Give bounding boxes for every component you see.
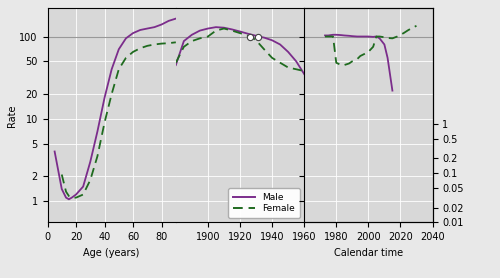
X-axis label: Age (years): Age (years) bbox=[84, 248, 140, 258]
Y-axis label: Rate: Rate bbox=[6, 104, 16, 126]
X-axis label: Calendar time: Calendar time bbox=[334, 248, 403, 258]
Legend: Male, Female: Male, Female bbox=[228, 188, 300, 218]
